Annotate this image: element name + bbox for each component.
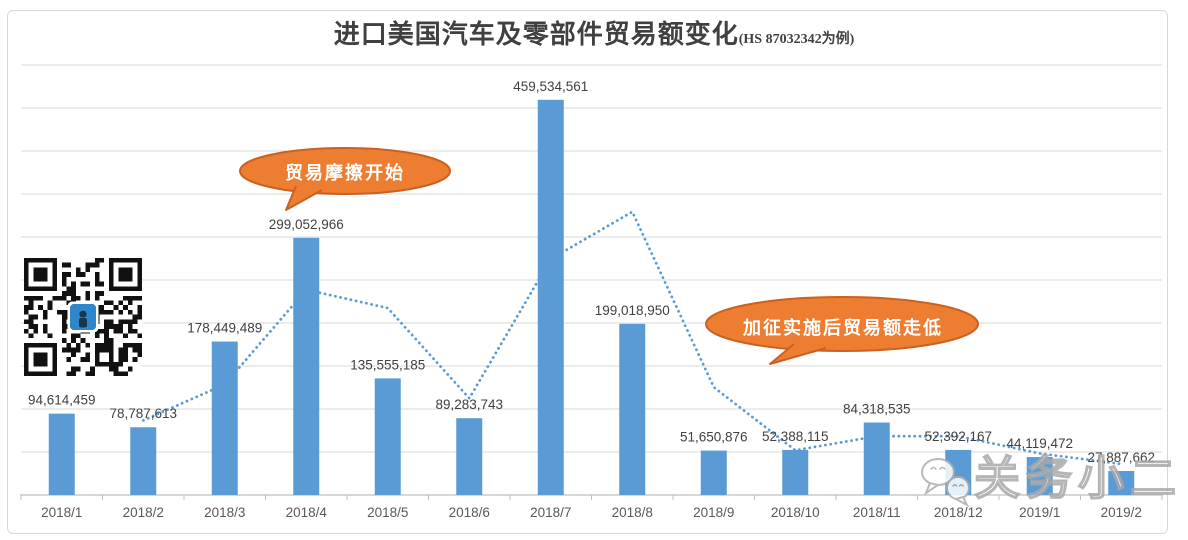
- chart-title-wrap: 进口美国汽车及零部件贸易额变化(HS 87032342为例): [0, 14, 1188, 51]
- bar: [456, 418, 483, 495]
- bar: [863, 422, 890, 495]
- bar-value-label: 78,787,613: [109, 406, 177, 421]
- qr-code: [24, 258, 142, 376]
- bar: [130, 427, 157, 495]
- bar-value-label: 89,283,743: [435, 397, 503, 412]
- bar-value-label: 84,318,535: [843, 401, 911, 416]
- x-axis-label: 2018/3: [204, 505, 245, 520]
- x-axis-label: 2018/6: [449, 505, 490, 520]
- bar-value-label: 135,555,185: [350, 357, 425, 372]
- bar: [211, 341, 238, 495]
- callout-tariff-decline-label: 加征实施后贸易额走低: [743, 318, 943, 338]
- bar-value-label: 178,449,489: [187, 321, 262, 336]
- x-axis-label: 2019/2: [1101, 505, 1142, 520]
- x-axis-label: 2018/10: [771, 505, 820, 520]
- bar-value-label: 44,119,472: [1006, 436, 1073, 451]
- x-axis-label: 2018/2: [123, 505, 164, 520]
- x-axis-label: 2018/1: [41, 505, 82, 520]
- callout-trade-friction-label: 贸易摩擦开始: [285, 163, 405, 183]
- bar: [1026, 457, 1053, 495]
- chart-title-suffix: (HS 87032342为例): [738, 32, 855, 47]
- bar-value-label: 52,388,115: [762, 429, 829, 444]
- bar-value-label: 52,392,167: [924, 429, 992, 444]
- qr-code-pattern: [24, 258, 142, 376]
- bar: [374, 378, 401, 495]
- callout-trade-friction-start: 贸易摩擦开始: [238, 146, 452, 218]
- bar: [700, 450, 727, 495]
- oval-callout-shape: [705, 296, 979, 365]
- callout-tariff-trade-decline: 加征实施后贸易额走低: [704, 296, 982, 370]
- bar-value-label: 94,614,459: [28, 393, 96, 408]
- oval-callout-shape: [239, 147, 451, 211]
- x-axis-label: 2018/11: [853, 505, 901, 520]
- bar: [619, 323, 646, 495]
- x-axis-label: 2018/7: [530, 505, 571, 520]
- bar-value-label: 199,018,950: [595, 303, 670, 318]
- x-axis-label: 2018/8: [612, 505, 653, 520]
- bar: [782, 449, 809, 495]
- bar-value-label: 299,052,966: [269, 217, 344, 232]
- bar-value-label: 27,887,662: [1087, 450, 1155, 465]
- chart-title: 进口美国汽车及零部件贸易额变化: [333, 20, 739, 49]
- bar: [1108, 471, 1135, 495]
- bar: [48, 413, 75, 495]
- bar: [537, 99, 564, 495]
- bar-value-label: 51,650,876: [680, 430, 748, 445]
- x-axis-label: 2019/1: [1019, 505, 1060, 520]
- x-axis-label: 2018/5: [367, 505, 408, 520]
- x-axis-label: 2018/9: [693, 505, 734, 520]
- bar: [945, 449, 972, 495]
- x-axis-label: 2018/4: [286, 505, 328, 520]
- x-axis-label: 2018/12: [934, 505, 983, 520]
- bar: [293, 237, 320, 495]
- trend-line: [141, 209, 1123, 466]
- bar-value-label: 459,534,561: [513, 79, 588, 94]
- chart-border-frame: [7, 10, 1168, 534]
